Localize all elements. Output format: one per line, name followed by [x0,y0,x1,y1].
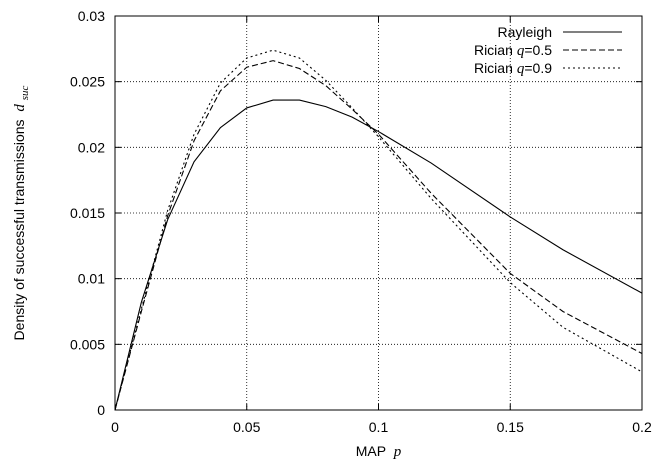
y-axis-label-text: Density of successful transmissions [11,119,27,340]
series-line-1 [114,99,643,411]
legend-value: =0.9 [524,60,552,76]
x-tick-label: 0.05 [233,419,260,435]
legend-var: q [517,43,525,59]
y-axis-label-sub: suc [19,85,31,100]
y-axis-label-var: d [12,104,28,112]
legend-name: Rician [474,42,513,58]
series-line-2 [114,60,643,411]
y-tick-label: 0.025 [70,74,105,90]
series-line-3 [114,49,643,411]
legend-name: Rician [474,60,513,76]
legend-value: =0.5 [524,42,552,58]
legend-label-3: Rician q=0.9 [474,60,552,77]
axis-ticks: 0 0.05 0.1 0.15 0.2 0 0.005 0.01 0.015 0.02 0.025 0… [70,8,652,435]
x-tick-label: 0.1 [369,419,389,435]
x-tick-label: 0 [111,419,119,435]
legend-label-2: Rician q=0.5 [474,42,552,59]
grid-lines [115,16,642,410]
y-tick-label: 0.005 [70,336,105,352]
series-lines [114,49,643,411]
y-tick-label: 0.015 [70,205,105,221]
legend-label-1: Rayleigh [498,24,552,40]
x-axis-label: MAP p [356,443,402,460]
y-tick-label: 0.03 [78,8,105,24]
x-axis-label-text: MAP [356,443,386,459]
x-axis-label-var: p [393,444,402,460]
x-tick-label: 0.15 [497,419,524,435]
legend-var: q [517,61,525,77]
legend-name: Rayleigh [498,24,552,40]
x-tick-label: 0.2 [632,419,652,435]
y-tick-label: 0.02 [78,139,105,155]
y-tick-label: 0 [97,402,105,418]
y-axis-label: Density of successful transmissions d su… [11,85,31,340]
y-tick-label: 0.01 [78,271,105,287]
